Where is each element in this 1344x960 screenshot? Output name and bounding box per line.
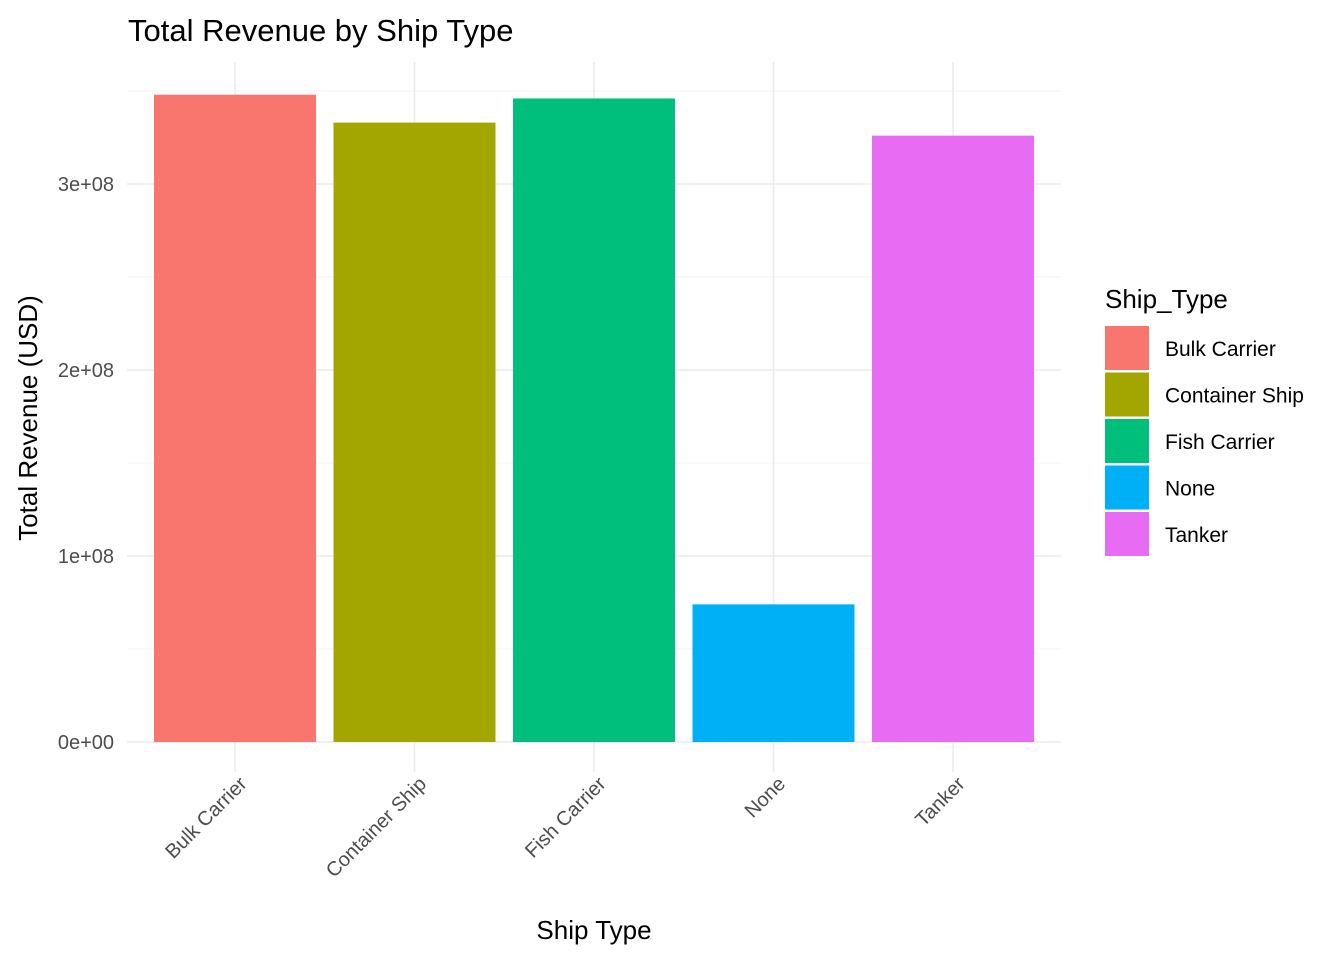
y-tick-label: 2e+08 — [58, 360, 114, 382]
legend-swatch — [1105, 372, 1149, 417]
bars-group — [154, 94, 1034, 743]
x-axis-tick-labels: Bulk Carrier Container Ship Fish Carrier No… — [161, 773, 969, 882]
x-tick-label: Bulk Carrier — [161, 773, 251, 863]
y-tick-label: 3e+08 — [58, 174, 114, 196]
bar-tanker — [872, 135, 1034, 742]
legend: Ship_Type Bulk Carrier Container Ship Fish… — [1105, 284, 1304, 556]
legend-title: Ship_Type — [1105, 284, 1228, 314]
x-tick-label: Fish Carrier — [521, 773, 611, 863]
legend-label: Tanker — [1165, 524, 1228, 547]
y-axis-tick-labels: 0e+00 1e+08 2e+08 3e+08 — [58, 174, 114, 754]
x-tick-label: Container Ship — [322, 773, 431, 882]
bar-fish-carrier — [513, 98, 675, 742]
legend-label: Fish Carrier — [1165, 431, 1275, 454]
legend-swatch — [1105, 512, 1149, 556]
chart-title: Total Revenue by Ship Type — [128, 13, 513, 48]
bar-none — [692, 604, 855, 742]
bar-bulk-carrier — [154, 94, 316, 743]
legend-label: Container Ship — [1165, 385, 1304, 408]
y-tick-label: 1e+08 — [58, 546, 114, 568]
x-tick-label: None — [741, 773, 790, 822]
x-axis-title: Ship Type — [536, 915, 651, 945]
legend-swatch — [1105, 326, 1149, 370]
legend-label: None — [1165, 478, 1215, 501]
y-tick-label: 0e+00 — [58, 732, 114, 754]
x-tick-label: Tanker — [912, 773, 970, 831]
legend-swatch — [1105, 465, 1149, 510]
legend-swatch — [1105, 419, 1149, 463]
legend-label: Bulk Carrier — [1165, 338, 1276, 361]
bar-container-ship — [333, 122, 496, 743]
y-axis-title: Total Revenue (USD) — [13, 295, 43, 541]
